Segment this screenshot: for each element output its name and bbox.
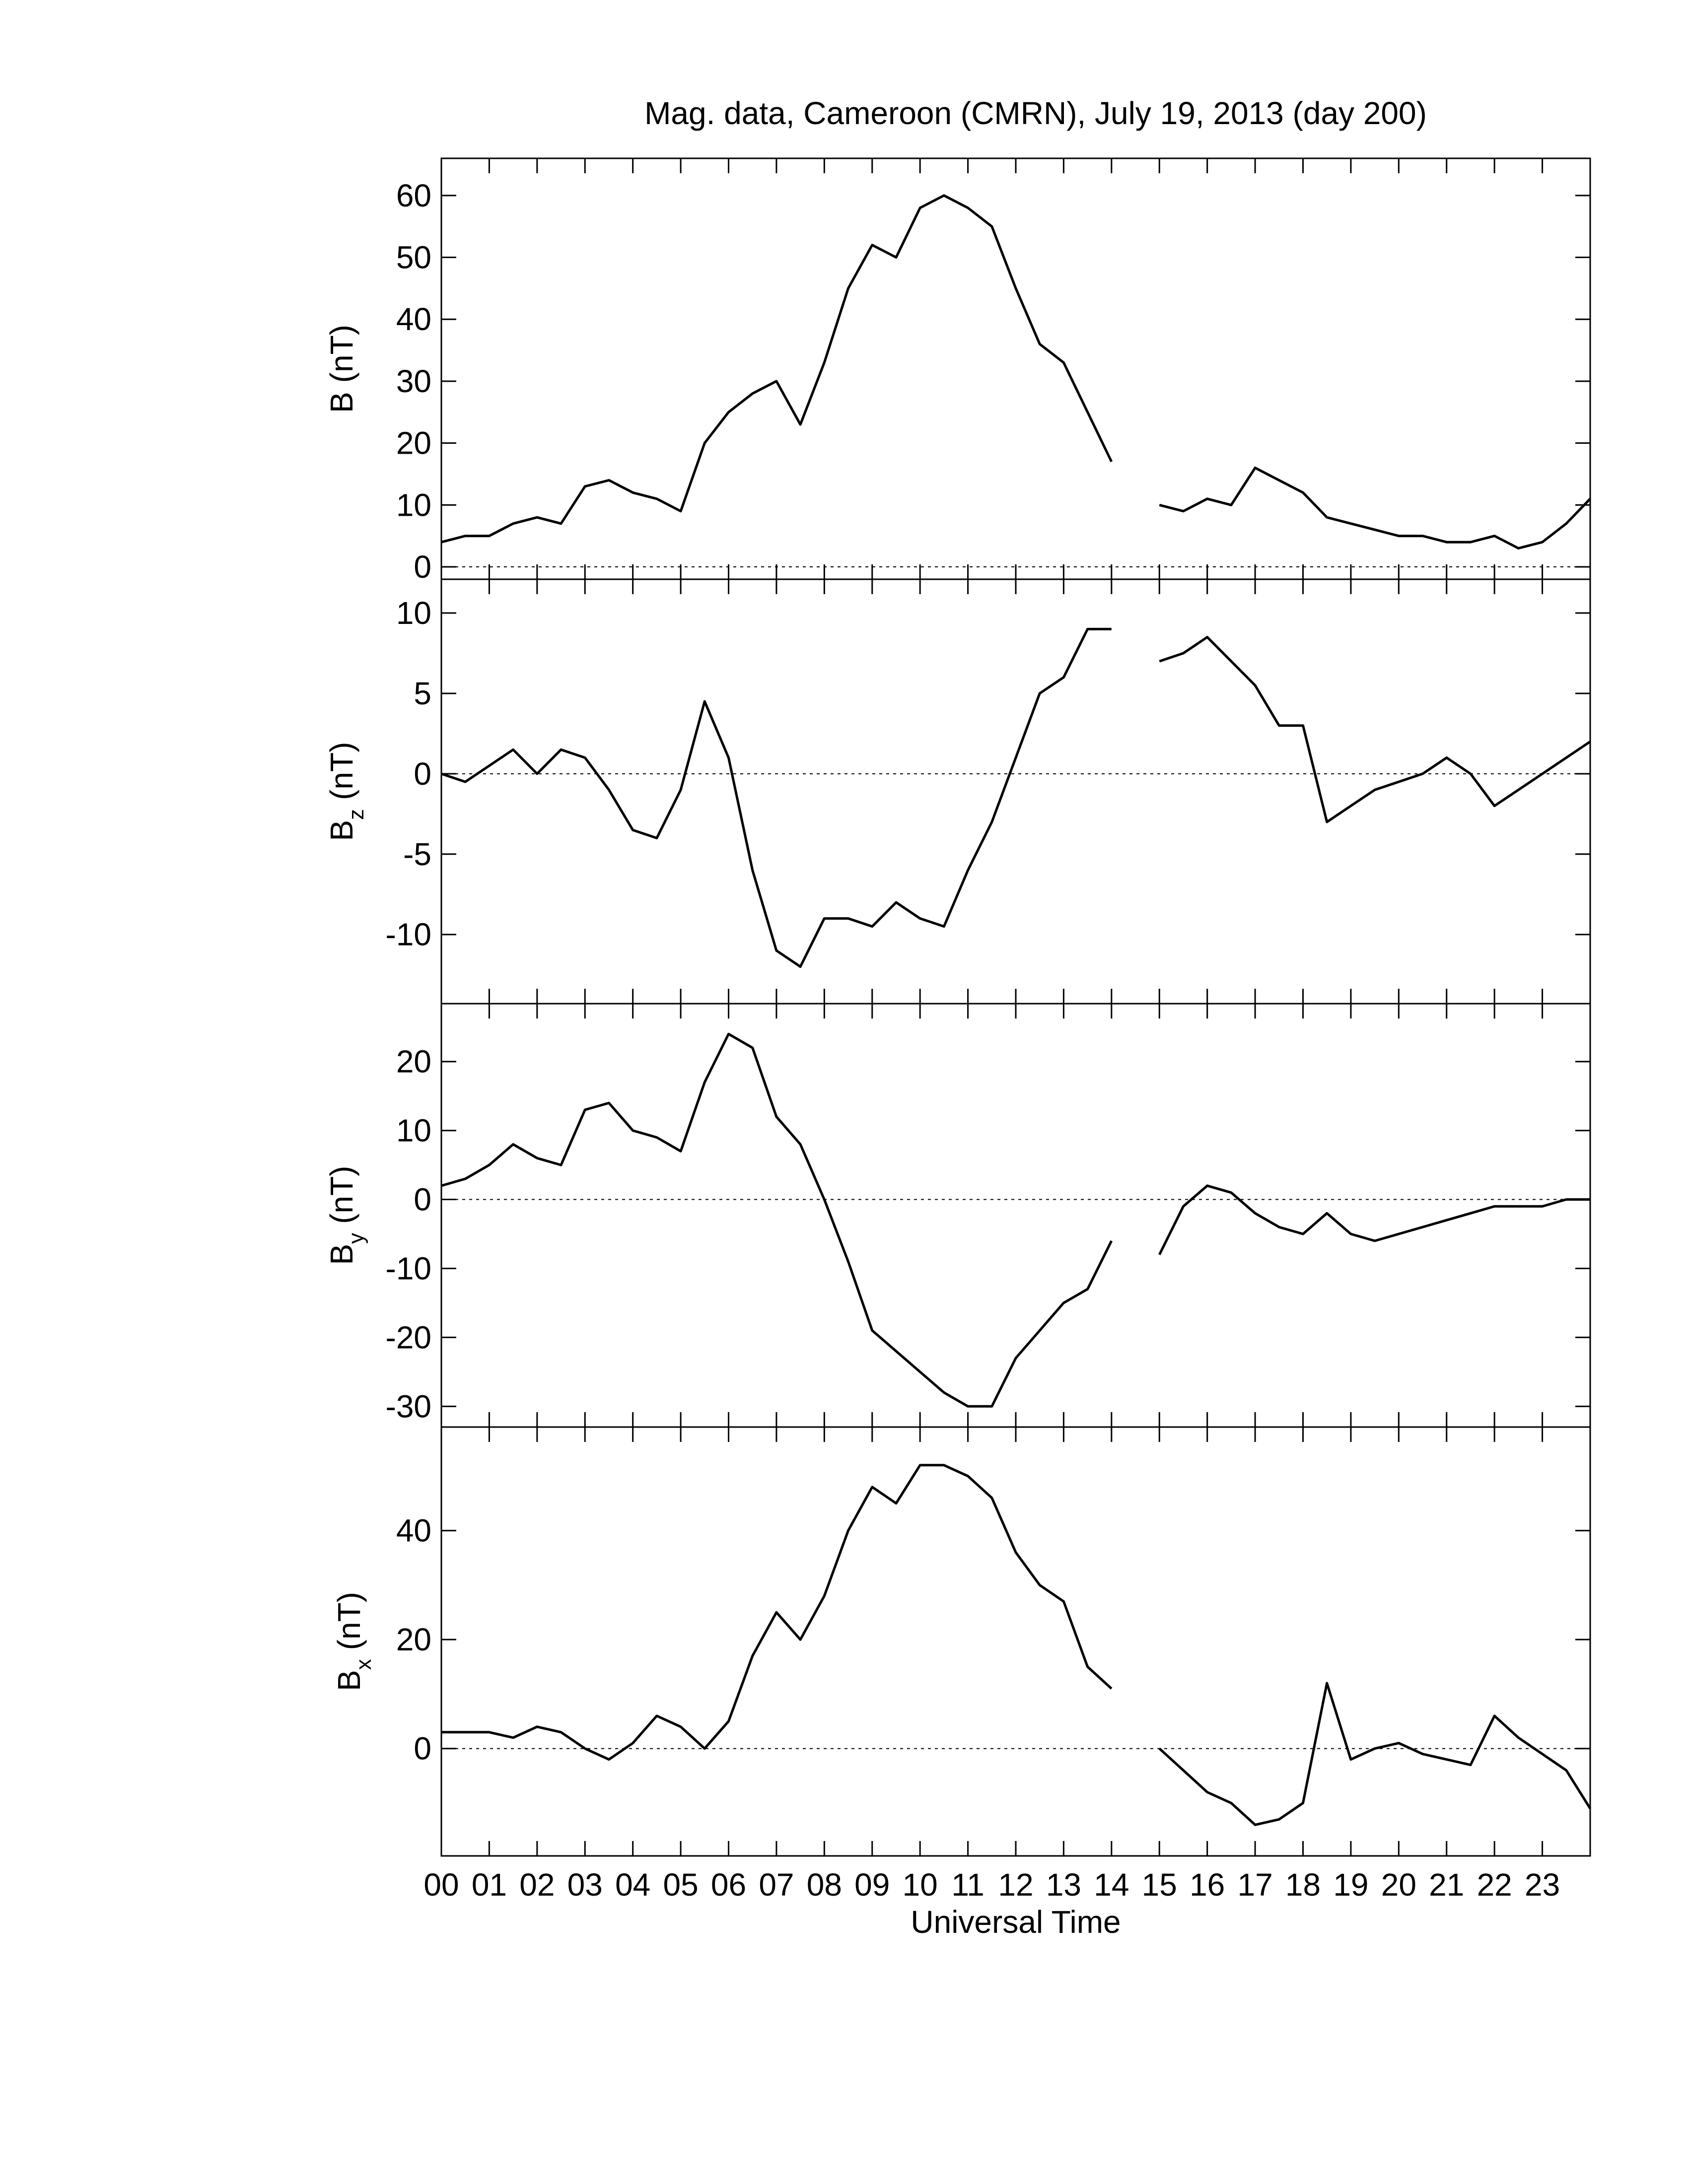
x-tick-label: 05 [663, 1867, 698, 1903]
y-axis-label: Bz (nT) [324, 742, 368, 841]
x-tick-label: 13 [1046, 1867, 1081, 1903]
x-tick-label: 14 [1094, 1867, 1129, 1903]
y-tick-label: 0 [414, 756, 431, 792]
y-tick-label: 0 [414, 1731, 431, 1767]
x-tick-label: 11 [951, 1867, 984, 1903]
y-tick-label: 10 [396, 1113, 431, 1149]
y-label-symbol: B [324, 820, 359, 841]
x-tick-label: 22 [1477, 1867, 1512, 1903]
y-tick-label: 40 [396, 301, 431, 337]
y-label-subscript: z [344, 809, 368, 820]
y-tick-label: -30 [386, 1388, 432, 1424]
x-tick-label: 19 [1333, 1867, 1368, 1903]
y-tick-label: 20 [396, 425, 431, 461]
y-tick-label: 0 [414, 1182, 431, 1218]
y-tick-label: 20 [396, 1622, 431, 1657]
y-label-subscript: x [352, 1659, 376, 1670]
x-tick-label: 16 [1190, 1867, 1225, 1903]
data-line [441, 1464, 1592, 1826]
y-tick-label: 60 [396, 178, 431, 213]
x-tick-label: 00 [423, 1867, 459, 1903]
x-tick-label: 10 [903, 1867, 938, 1903]
y-label-unit: (nT) [324, 742, 359, 800]
y-axis-label: By (nT) [324, 1166, 368, 1265]
y-tick-label: -5 [403, 836, 431, 872]
x-tick-label: 02 [519, 1867, 555, 1903]
y-label-symbol: B [324, 1244, 359, 1265]
y-axis-label: Bx (nT) [331, 1592, 376, 1691]
y-label-unit: (nT) [324, 1166, 359, 1224]
y-label-symbol: B [324, 392, 359, 413]
x-tick-label: 15 [1142, 1867, 1177, 1903]
data-line [441, 1032, 1590, 1408]
y-label-symbol: B [331, 1670, 367, 1691]
y-tick-label: 0 [414, 549, 431, 585]
y-tick-label: -10 [386, 917, 432, 953]
y-tick-label: 5 [414, 676, 431, 711]
x-tick-label: 04 [615, 1867, 650, 1903]
y-tick-label: 10 [396, 487, 431, 523]
x-tick-label: 23 [1525, 1867, 1560, 1903]
y-tick-label: 20 [396, 1044, 431, 1080]
y-tick-label: 30 [396, 363, 431, 399]
x-tick-label: 18 [1285, 1867, 1321, 1903]
x-tick-label: 08 [807, 1867, 842, 1903]
y-tick-label: -20 [386, 1319, 432, 1355]
x-tick-label: 12 [998, 1867, 1033, 1903]
y-label-subscript: y [344, 1233, 368, 1244]
y-label-unit: (nT) [324, 325, 359, 383]
x-tick-label: 09 [854, 1867, 890, 1903]
x-tick-label: 06 [711, 1867, 746, 1903]
x-tick-label: 17 [1237, 1867, 1272, 1903]
y-tick-label: 40 [396, 1513, 431, 1549]
data-line [441, 194, 1591, 550]
data-line [441, 627, 1591, 968]
y-axis-label: B (nT) [324, 325, 359, 413]
chart-title: Mag. data, Cameroon (CMRN), July 19, 201… [644, 95, 1427, 131]
x-tick-label: 07 [759, 1867, 794, 1903]
x-tick-label: 01 [472, 1867, 507, 1903]
y-tick-label: -10 [386, 1250, 432, 1286]
x-tick-label: 03 [567, 1867, 603, 1903]
y-tick-label: 50 [396, 240, 431, 275]
x-tick-label: 20 [1381, 1867, 1416, 1903]
y-label-unit: (nT) [331, 1592, 367, 1650]
x-tick-label: 21 [1429, 1867, 1464, 1903]
x-axis-label: Universal Time [911, 1904, 1121, 1940]
y-tick-label: 10 [396, 595, 431, 631]
